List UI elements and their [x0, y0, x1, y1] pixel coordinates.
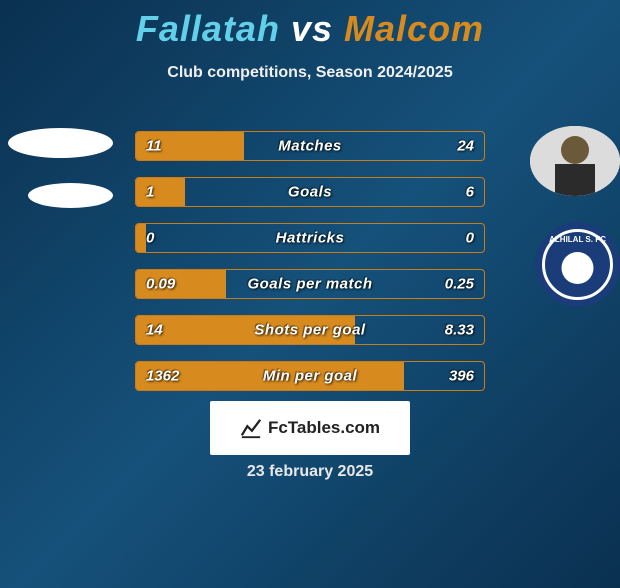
stat-left-value: 14: [146, 322, 163, 339]
svg-text:ALHILAL S. FC: ALHILAL S. FC: [549, 235, 606, 244]
stat-row-goals-per-match: 0.09 Goals per match 0.25: [135, 269, 485, 299]
stat-right-value: 6: [466, 184, 474, 201]
player2-photo: [530, 126, 620, 196]
stat-right-value: 396: [449, 368, 474, 385]
bar-fill: [136, 178, 185, 206]
player1-name: Fallatah: [136, 8, 280, 49]
player1-photo-placeholder: [8, 128, 113, 158]
stat-row-shots-per-goal: 14 Shots per goal 8.33: [135, 315, 485, 345]
stat-row-hattricks: 0 Hattricks 0: [135, 223, 485, 253]
player2-name: Malcom: [344, 8, 484, 49]
date-text: 23 february 2025: [247, 463, 373, 481]
stat-row-min-per-goal: 1362 Min per goal 396: [135, 361, 485, 391]
stat-right-value: 24: [457, 138, 474, 155]
stat-right-value: 0: [466, 230, 474, 247]
stat-right-value: 8.33: [445, 322, 474, 339]
stat-left-value: 0.09: [146, 276, 175, 293]
subtitle: Club competitions, Season 2024/2025: [0, 64, 620, 82]
stat-label: Min per goal: [263, 368, 357, 385]
comparison-title: Fallatah vs Malcom: [0, 8, 620, 50]
stat-row-matches: 11 Matches 24: [135, 131, 485, 161]
vs-text: vs: [291, 8, 333, 49]
attribution-text: FcTables.com: [268, 418, 380, 438]
stat-label: Goals per match: [247, 276, 372, 293]
player2-club-crest: ALHILAL S. FC: [535, 222, 620, 307]
stat-right-value: 0.25: [445, 276, 474, 293]
chart-icon: [240, 417, 262, 439]
stat-left-value: 1: [146, 184, 154, 201]
stat-label: Matches: [278, 138, 342, 155]
attribution-badge: FcTables.com: [210, 401, 410, 455]
bar-fill: [136, 224, 146, 252]
stat-label: Shots per goal: [254, 322, 365, 339]
stat-left-value: 1362: [146, 368, 179, 385]
stat-left-value: 0: [146, 230, 154, 247]
stat-left-value: 11: [146, 138, 162, 155]
stat-label: Hattricks: [276, 230, 345, 247]
stat-bars: 11 Matches 24 1 Goals 6 0 Hattricks 0 0.09 Goals p…: [135, 131, 485, 407]
stat-label: Goals: [288, 184, 332, 201]
player1-club-placeholder: [28, 183, 113, 208]
stat-row-goals: 1 Goals 6: [135, 177, 485, 207]
